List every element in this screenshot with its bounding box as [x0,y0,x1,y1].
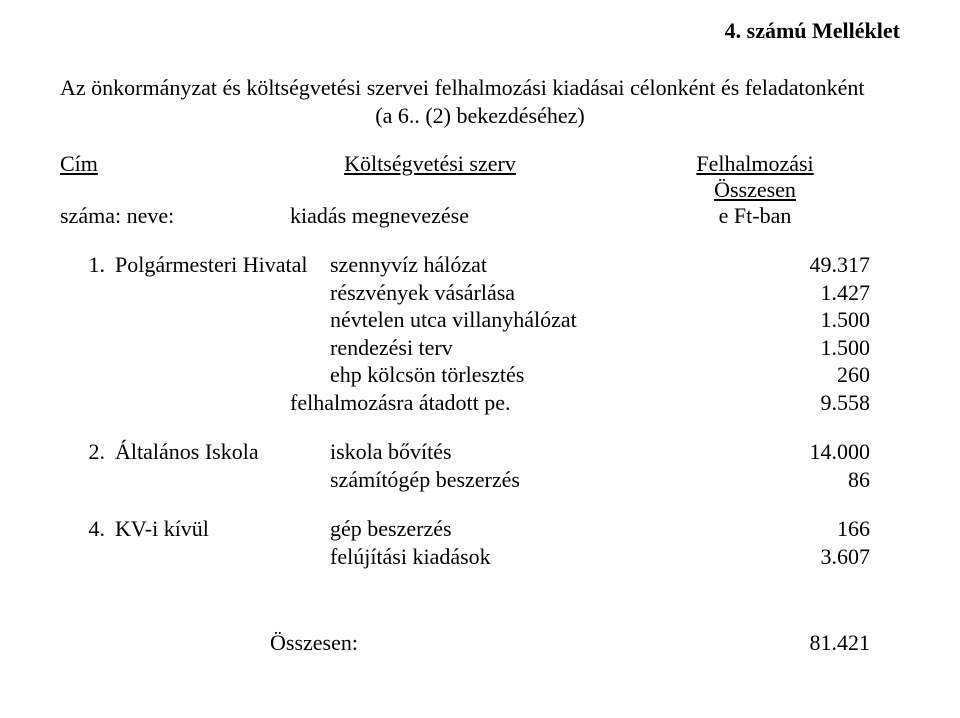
header2-mid: kiadás megnevezése [250,203,610,229]
row-value: 1.500 [730,334,900,362]
row-value: 49.317 [730,251,900,279]
row-org [115,306,330,334]
row-value: 9.558 [730,389,900,417]
row-number [60,306,115,334]
row-value: 260 [730,361,900,389]
subtitle-line2: (a 6.. (2) bekezdéséhez) [60,103,900,129]
row-org: KV-i kívül [115,515,330,543]
row-org [115,543,330,571]
row-description: névtelen utca villanyhálózat [330,306,730,334]
table-row: számítógép beszerzés86 [60,466,900,494]
row-value: 1.500 [730,306,900,334]
table-row: rendezési terv1.500 [60,334,900,362]
row-description: gép beszerzés [330,515,730,543]
row-number [60,361,115,389]
row-description: ehp kölcsön törlesztés [330,361,730,389]
row-description: rendezési terv [330,334,730,362]
row-number [60,543,115,571]
row-value: 1.427 [730,279,900,307]
row-number [60,334,115,362]
row-description: felhalmozásra átadott pe. [290,389,690,417]
row-number: 1. [60,251,115,279]
table-row: 1.Polgármesteri Hivatalszennyvíz hálózat… [60,251,900,279]
table-header-row-osszesen: Összesen [60,177,900,203]
row-number [60,279,115,307]
row-number [60,389,115,417]
header2-mid-empty [250,177,610,203]
header-right: Felhalmozási [610,151,900,177]
row-value: 166 [730,515,900,543]
row-value: 14.000 [730,438,900,466]
row-number: 4. [60,515,115,543]
header-cim: Cím [60,151,250,177]
row-org: Polgármesteri Hivatal [115,251,330,279]
subtitle-line1: Az önkormányzat és költségvetési szervei… [60,75,900,101]
total-value: 81.421 [540,630,900,656]
attachment-title: 4. számú Melléklet [725,18,900,44]
header2-left: száma: neve: [60,203,250,229]
row-number [60,466,115,494]
row-description: felújítási kiadások [330,543,730,571]
table-header-row2: száma: neve: kiadás megnevezése e Ft-ban [60,203,900,229]
table-row: ehp kölcsön törlesztés260 [60,361,900,389]
table-header-row1: Cím Költségvetési szerv Felhalmozási [60,151,900,177]
row-value: 3.607 [730,543,900,571]
row-number: 2. [60,438,115,466]
table-body: 1.Polgármesteri Hivatalszennyvíz hálózat… [60,251,900,570]
page: 4. számú Melléklet Az önkormányzat és kö… [0,0,960,718]
header2-right: e Ft-ban [610,203,900,229]
table-row: felhalmozásra átadott pe. 9.558 [60,389,900,417]
row-org [115,279,330,307]
row-org [115,466,330,494]
row-org: Általános Iskola [115,438,330,466]
row-org [115,361,330,389]
row-description: szennyvíz hálózat [330,251,730,279]
spacer [60,416,900,438]
spacer [60,493,900,515]
row-description: számítógép beszerzés [330,466,730,494]
table-row: részvények vásárlása1.427 [60,279,900,307]
total-row: Összesen: 81.421 [60,630,900,656]
header-osszesen: Összesen [610,177,900,203]
row-org [115,334,330,362]
row-description: részvények vásárlása [330,279,730,307]
table-row: 2.Általános Iskolaiskola bővítés14.000 [60,438,900,466]
row-description: iskola bővítés [330,438,730,466]
table-row: 4.KV-i kívülgép beszerzés166 [60,515,900,543]
table-row: felújítási kiadások3.607 [60,543,900,571]
row-value: 86 [730,466,900,494]
header2-left-empty [60,177,250,203]
header-mid: Költségvetési szerv [250,151,610,177]
total-label: Összesen: [60,630,540,656]
table-row: névtelen utca villanyhálózat1.500 [60,306,900,334]
